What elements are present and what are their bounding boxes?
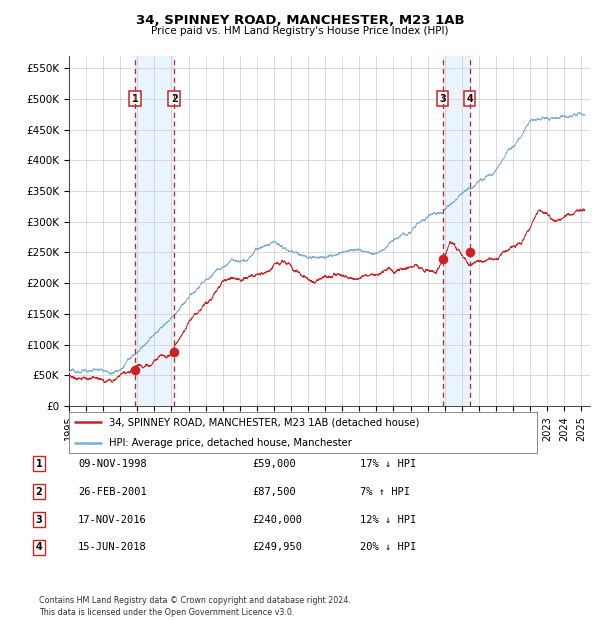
Text: 17-NOV-2016: 17-NOV-2016 xyxy=(78,515,147,525)
Text: 26-FEB-2001: 26-FEB-2001 xyxy=(78,487,147,497)
Text: 34, SPINNEY ROAD, MANCHESTER, M23 1AB (detached house): 34, SPINNEY ROAD, MANCHESTER, M23 1AB (d… xyxy=(109,417,419,427)
Text: 15-JUN-2018: 15-JUN-2018 xyxy=(78,542,147,552)
Text: £249,950: £249,950 xyxy=(252,542,302,552)
Point xyxy=(130,365,140,375)
Text: 4: 4 xyxy=(35,542,43,552)
Text: 3: 3 xyxy=(439,94,446,104)
Text: 3: 3 xyxy=(35,515,43,525)
Text: £240,000: £240,000 xyxy=(252,515,302,525)
Text: 12% ↓ HPI: 12% ↓ HPI xyxy=(360,515,416,525)
Text: 1: 1 xyxy=(131,94,138,104)
Text: £87,500: £87,500 xyxy=(252,487,296,497)
Bar xyxy=(443,56,470,406)
Text: 34, SPINNEY ROAD, MANCHESTER, M23 1AB: 34, SPINNEY ROAD, MANCHESTER, M23 1AB xyxy=(136,14,464,27)
Text: Price paid vs. HM Land Registry's House Price Index (HPI): Price paid vs. HM Land Registry's House … xyxy=(151,26,449,36)
Point xyxy=(438,254,448,264)
Text: 4: 4 xyxy=(466,94,473,104)
Text: 1: 1 xyxy=(35,459,43,469)
Text: 2: 2 xyxy=(35,487,43,497)
Bar xyxy=(135,56,174,406)
Point xyxy=(465,247,475,257)
Text: 09-NOV-1998: 09-NOV-1998 xyxy=(78,459,147,469)
Text: HPI: Average price, detached house, Manchester: HPI: Average price, detached house, Manc… xyxy=(109,438,352,448)
Text: 7% ↑ HPI: 7% ↑ HPI xyxy=(360,487,410,497)
Text: 2: 2 xyxy=(171,94,178,104)
Point xyxy=(169,347,179,357)
Text: 20% ↓ HPI: 20% ↓ HPI xyxy=(360,542,416,552)
Text: 17% ↓ HPI: 17% ↓ HPI xyxy=(360,459,416,469)
Text: Contains HM Land Registry data © Crown copyright and database right 2024.
This d: Contains HM Land Registry data © Crown c… xyxy=(39,596,351,617)
Text: £59,000: £59,000 xyxy=(252,459,296,469)
